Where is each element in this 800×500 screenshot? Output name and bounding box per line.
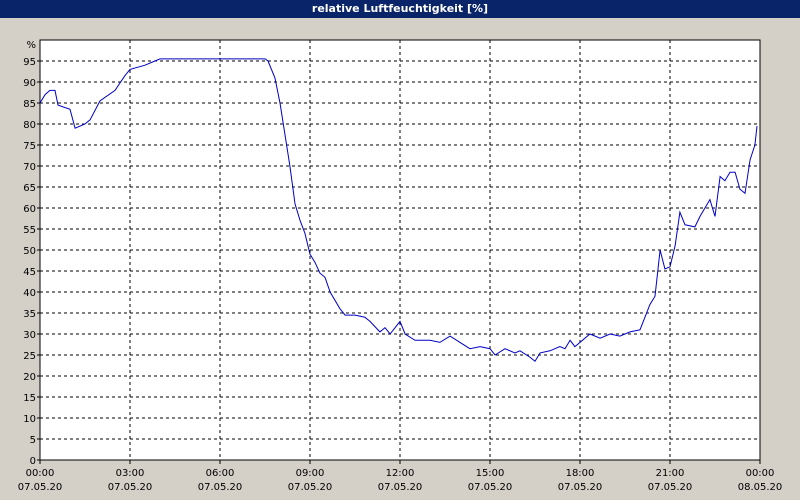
x-tick-label: 03:00 07.05.20 [108,468,153,493]
y-tick-label: 85 [23,99,36,110]
x-tick-label: 09:00 07.05.20 [288,468,333,493]
y-axis-label: % [26,40,36,51]
y-tick-label: 60 [23,204,36,215]
y-tick-label: 10 [23,414,36,425]
y-tick-label: 95 [23,57,36,68]
y-tick-label: 45 [23,267,36,278]
x-tick-label: 00:00 08.05.20 [738,468,783,493]
y-tick-label: 75 [23,141,36,152]
y-tick-label: 50 [23,246,36,257]
x-tick-label: 12:00 07.05.20 [378,468,423,493]
y-tick-label: 80 [23,120,36,131]
y-tick-label: 5 [30,435,36,446]
x-tick-label: 18:00 07.05.20 [558,468,603,493]
y-tick-label: 15 [23,393,36,404]
y-tick-label: 40 [23,288,36,299]
y-tick-label: 90 [23,78,36,89]
x-tick-label: 00:00 07.05.20 [18,468,63,493]
title-bar [0,0,800,18]
y-tick-label: 70 [23,162,36,173]
y-tick-label: 55 [23,225,36,236]
y-tick-label: 30 [23,330,36,341]
x-tick-label: 15:00 07.05.20 [468,468,513,493]
y-tick-label: 65 [23,183,36,194]
chart-title: relative Luftfeuchtigkeit [%] [312,2,488,15]
y-tick-label: 25 [23,351,36,362]
y-tick-label: 20 [23,372,36,383]
x-tick-label: 21:00 07.05.20 [648,468,693,493]
y-tick-label: 35 [23,309,36,320]
data-line [39,58,758,363]
y-tick-label: 0 [30,456,36,467]
x-tick-label: 06:00 07.05.20 [198,468,243,493]
